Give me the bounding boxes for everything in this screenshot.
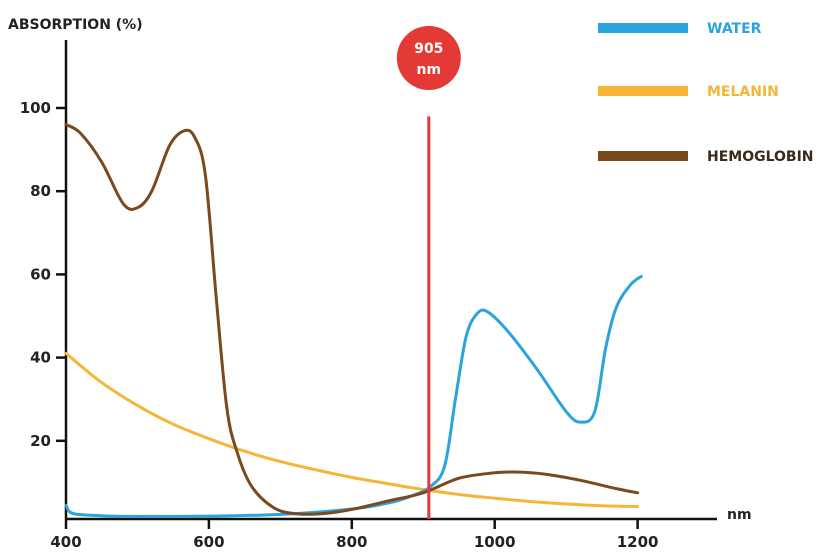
marker-value-label: 905 [414,41,443,57]
y-tick-label: 60 [30,265,51,283]
marker-badge [396,26,461,90]
legend-label-water: WATER [707,21,762,37]
x-tick-label: 1000 [474,533,516,551]
axes-layer [64,40,717,521]
y-tick-label: 100 [20,99,51,117]
wavelength-marker: 905 nm [396,26,461,519]
legend-label-hemoglobin: HEMOGLOBIN [707,149,814,165]
x-tick-label: 400 [50,533,81,551]
x-axis-title: nm [727,507,752,523]
legend-swatch-water [598,23,688,33]
legend: WATER MELANIN HEMOGLOBIN [598,21,814,165]
x-tick-label: 1200 [617,533,659,551]
series-line-melanin [64,351,640,508]
legend-label-melanin: MELANIN [707,84,779,100]
x-tick-label: 800 [336,533,367,551]
x-tick-label: 600 [193,533,224,551]
y-tick-label: 40 [30,349,51,367]
series-line-water [64,275,643,519]
legend-swatch-melanin [598,86,688,96]
legend-swatch-hemoglobin [598,151,688,161]
marker-unit-label: nm [417,62,442,78]
ticks-layer: 400 600 800 1000 1200 20 40 60 80 100 [20,99,659,551]
y-tick-label: 20 [30,432,51,450]
y-tick-label: 80 [30,182,51,200]
series-layer [64,123,643,519]
y-axis-title: ABSORPTION (%) [8,17,143,33]
series-line-hemoglobin [64,123,640,516]
